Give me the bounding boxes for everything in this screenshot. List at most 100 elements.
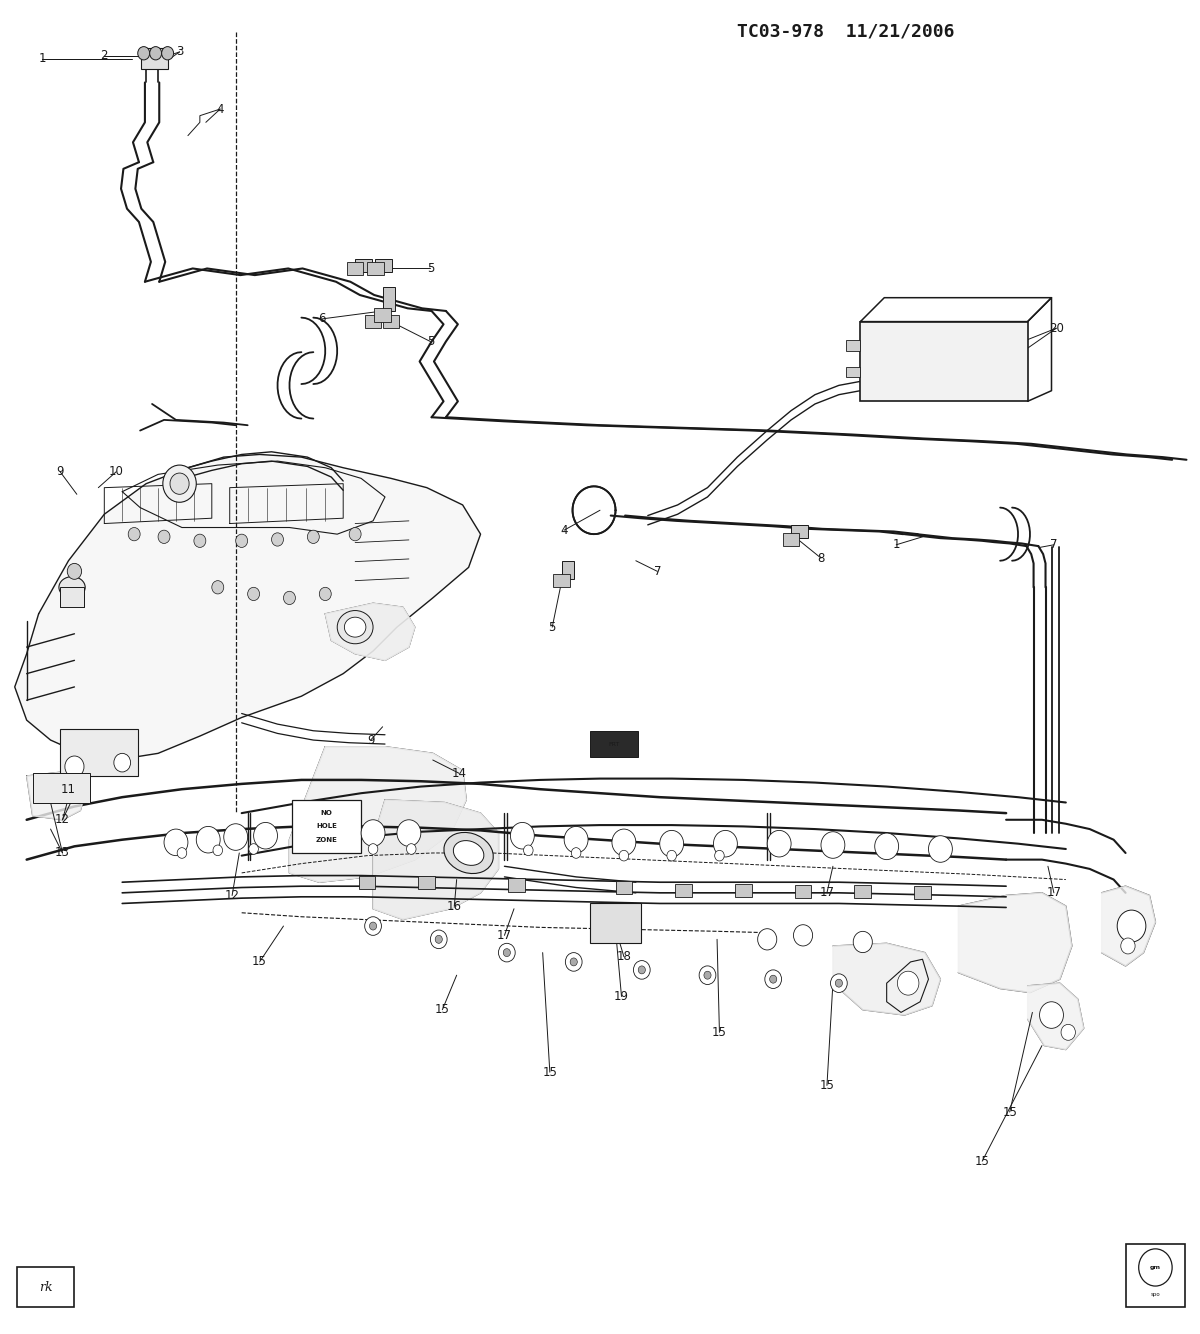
Bar — [794, 884, 811, 898]
Bar — [419, 875, 436, 888]
Polygon shape — [325, 603, 415, 660]
Text: 20: 20 — [1049, 321, 1063, 335]
Bar — [383, 315, 400, 328]
Circle shape — [929, 835, 953, 862]
Circle shape — [769, 975, 776, 983]
Polygon shape — [1027, 983, 1084, 1050]
Polygon shape — [959, 892, 1072, 992]
Text: NO: NO — [320, 810, 332, 816]
Circle shape — [757, 928, 776, 950]
Bar — [355, 259, 372, 272]
Text: 15: 15 — [820, 1079, 834, 1093]
Text: 4: 4 — [216, 103, 224, 116]
Text: 17: 17 — [497, 928, 512, 942]
Circle shape — [271, 532, 283, 546]
Circle shape — [361, 820, 385, 846]
Circle shape — [253, 823, 277, 848]
Circle shape — [212, 580, 223, 594]
Circle shape — [875, 832, 899, 859]
Circle shape — [714, 830, 737, 856]
Circle shape — [349, 527, 361, 540]
Circle shape — [853, 931, 872, 952]
Bar — [846, 367, 860, 378]
Text: 1: 1 — [38, 52, 46, 65]
Text: HOLE: HOLE — [316, 823, 337, 830]
Bar — [301, 814, 337, 846]
Circle shape — [194, 534, 206, 547]
Bar — [914, 886, 931, 899]
Circle shape — [1061, 1025, 1075, 1041]
Circle shape — [503, 948, 510, 956]
Circle shape — [767, 830, 791, 856]
Text: FRT: FRT — [608, 742, 620, 747]
Bar — [374, 308, 391, 321]
Text: gm: gm — [1150, 1265, 1160, 1270]
Text: 10: 10 — [109, 466, 124, 478]
Circle shape — [248, 843, 258, 854]
Bar — [383, 287, 395, 311]
Text: 15: 15 — [1002, 1106, 1018, 1118]
Bar — [376, 259, 392, 272]
Bar — [854, 884, 871, 898]
Text: 11: 11 — [61, 783, 76, 795]
Text: rk: rk — [38, 1281, 53, 1294]
Circle shape — [163, 466, 197, 503]
Text: 5: 5 — [548, 620, 556, 634]
Circle shape — [619, 850, 629, 860]
Text: 7: 7 — [1050, 539, 1057, 551]
Text: 15: 15 — [974, 1155, 990, 1167]
Circle shape — [65, 756, 84, 778]
Text: 3: 3 — [176, 45, 184, 59]
Bar — [791, 524, 808, 538]
Circle shape — [247, 587, 259, 600]
Circle shape — [571, 847, 581, 858]
Bar — [616, 880, 632, 894]
Bar — [590, 731, 638, 758]
Text: 15: 15 — [542, 1066, 557, 1079]
Text: ZONE: ZONE — [316, 836, 337, 843]
Bar — [782, 532, 799, 546]
Polygon shape — [833, 943, 941, 1015]
Circle shape — [67, 563, 82, 579]
Circle shape — [128, 527, 140, 540]
Circle shape — [164, 828, 188, 855]
Circle shape — [407, 843, 416, 854]
Bar — [17, 1267, 74, 1307]
Text: 17: 17 — [1046, 886, 1061, 899]
Circle shape — [1117, 910, 1146, 942]
Circle shape — [319, 587, 331, 600]
Bar — [734, 883, 751, 896]
Text: 5: 5 — [427, 261, 434, 275]
Circle shape — [667, 850, 677, 860]
Circle shape — [1039, 1002, 1063, 1029]
Circle shape — [214, 844, 222, 855]
Circle shape — [565, 952, 582, 971]
Bar — [562, 560, 574, 579]
Circle shape — [170, 474, 190, 495]
Bar — [676, 883, 692, 896]
Polygon shape — [289, 747, 467, 882]
Circle shape — [307, 530, 319, 543]
Circle shape — [564, 827, 588, 852]
Circle shape — [830, 974, 847, 992]
Bar — [553, 574, 570, 587]
Circle shape — [114, 754, 131, 772]
Bar — [347, 261, 364, 275]
Text: 5: 5 — [427, 335, 434, 348]
Ellipse shape — [344, 618, 366, 638]
Text: 13: 13 — [55, 847, 70, 859]
Text: 1: 1 — [893, 539, 900, 551]
Circle shape — [660, 830, 684, 856]
Bar — [142, 48, 168, 69]
Text: 7: 7 — [654, 564, 661, 578]
Bar — [359, 875, 376, 888]
Text: 16: 16 — [446, 899, 462, 912]
Ellipse shape — [444, 832, 493, 874]
Polygon shape — [14, 455, 480, 760]
Bar — [60, 587, 84, 607]
Bar — [1126, 1243, 1186, 1307]
Circle shape — [898, 971, 919, 995]
Text: 14: 14 — [451, 767, 467, 780]
Circle shape — [634, 960, 650, 979]
Circle shape — [821, 831, 845, 858]
